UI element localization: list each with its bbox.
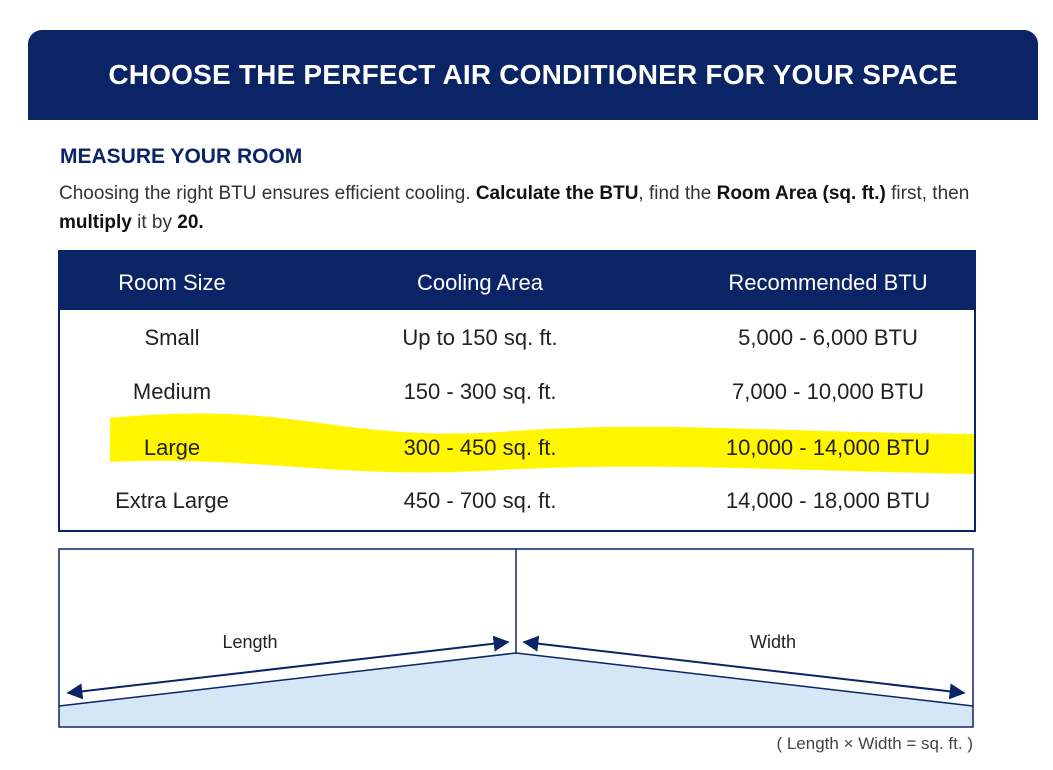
header-cell: Room Size — [118, 270, 226, 295]
intro-segment: first, then — [885, 183, 975, 204]
table-cell: 5,000 - 6,000 BTU — [738, 325, 918, 350]
btu-table: Room Size Cooling Area Recommended BTU Smal… — [58, 250, 976, 532]
table-cell: Up to 150 sq. ft. — [402, 325, 558, 350]
intro-segment: Choosing the right BTU ensures efficient… — [59, 183, 476, 204]
table-cell: Large — [143, 435, 201, 460]
intro-segment: Calculate the BTU — [475, 183, 639, 204]
table-cell: Extra Large — [115, 488, 229, 513]
width-label: Width — [750, 632, 796, 652]
table-cell: 450 - 700 sq. ft. — [403, 488, 557, 513]
table-cell: Small — [144, 325, 200, 350]
intro-segment: multiply — [59, 212, 132, 233]
highlight — [110, 413, 974, 474]
table-cell: Medium — [132, 379, 212, 404]
table-cell: 150 - 300 sq. ft. — [403, 379, 557, 404]
intro-segment: , find the — [638, 183, 717, 204]
floor — [59, 653, 973, 726]
table-cell: 10,000 - 14,000 BTU — [725, 435, 931, 460]
table-cell: 14,000 - 18,000 BTU — [725, 488, 931, 513]
table-header: Room Size Cooling Area Recommended BTU — [60, 252, 974, 310]
length-arrow — [66, 635, 510, 700]
width-arrow — [522, 635, 966, 700]
header-cell: Cooling Area — [417, 270, 543, 295]
section-heading: MEASURE YOUR ROOM — [60, 145, 303, 168]
table-cell: 300 - 450 sq. ft. — [403, 435, 557, 460]
length-label: Length — [222, 632, 277, 652]
intro-segment: it by — [131, 212, 178, 233]
intro-text: Choosing the right BTU ensures efficient… — [59, 179, 989, 237]
formula: ( Length × Width = sq. ft. ) — [776, 734, 973, 753]
banner-title: CHOOSE THE PERFECT AIR CONDITIONER FOR Y… — [28, 30, 1038, 120]
table-cell: 7,000 - 10,000 BTU — [731, 379, 925, 404]
intro-segment: 20. — [177, 212, 204, 233]
header-cell: Recommended BTU — [728, 270, 928, 295]
intro-segment: Room Area (sq. ft.) — [716, 183, 886, 204]
